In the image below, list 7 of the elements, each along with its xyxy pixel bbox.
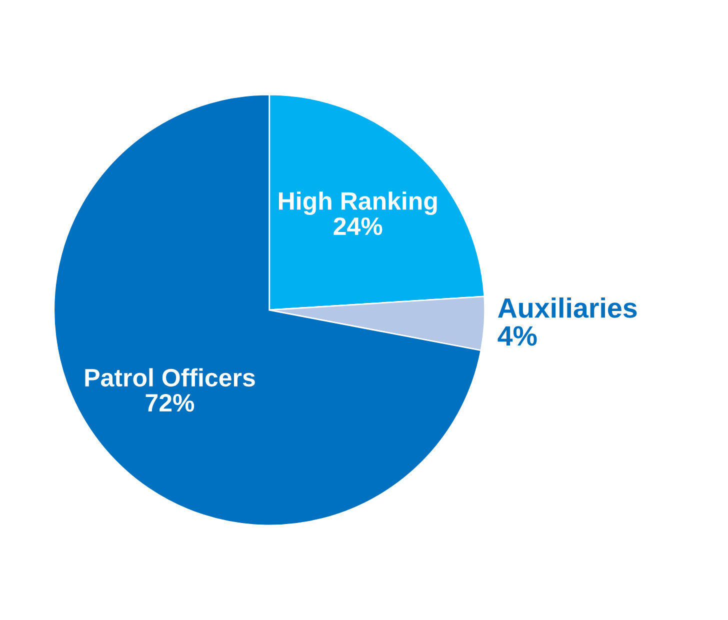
pie-slice — [53, 94, 482, 526]
data-label: 4% — [498, 326, 537, 346]
data-label: 72% — [146, 394, 194, 412]
slice-label: Patrol Officers — [85, 368, 255, 387]
slice-label: Auxiliaries — [498, 297, 637, 318]
slice-label: High Ranking — [278, 191, 437, 215]
data-label: 24% — [334, 217, 382, 236]
